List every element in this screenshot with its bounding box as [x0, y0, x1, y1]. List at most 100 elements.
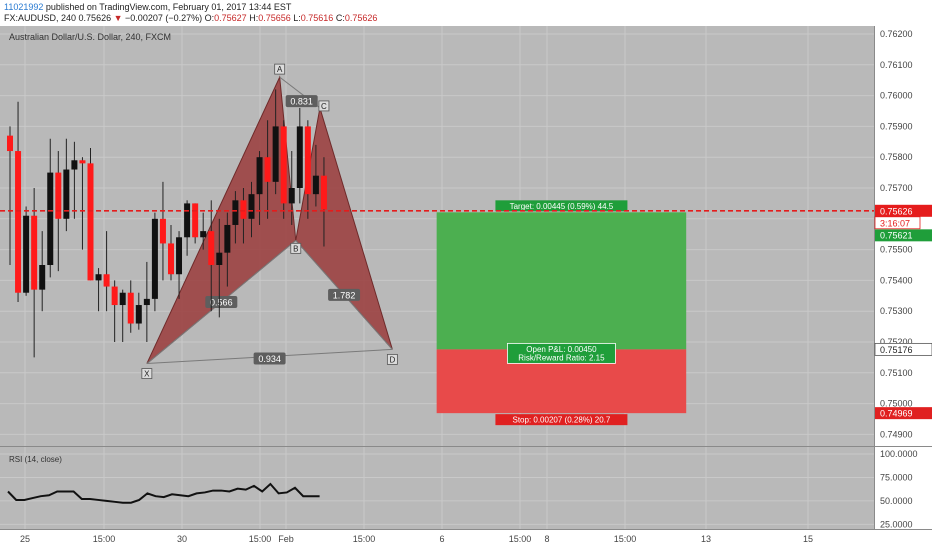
rsi-pane-background[interactable]	[0, 447, 874, 529]
candle-down	[55, 172, 62, 219]
price-tick-label: 0.75000	[880, 399, 913, 409]
candle-up	[256, 157, 263, 195]
target-zone[interactable]	[436, 212, 687, 350]
pattern-point-a-box[interactable]	[274, 63, 286, 75]
low-label: L:	[293, 13, 301, 23]
candle-up	[95, 274, 102, 281]
long-position-tool[interactable]: Target: 0.00445 (0.59%) 44.5 Stop: 0.0020…	[436, 200, 932, 426]
candle-up	[232, 200, 239, 225]
target-axis-box	[875, 229, 932, 242]
current-price-line: 0.75626 3:16:07	[0, 204, 932, 230]
user-id-link[interactable]: 11021992	[4, 2, 44, 12]
time-tick-label: 6	[439, 534, 444, 544]
price-tick-label: 0.76100	[880, 60, 913, 70]
candle-down	[79, 160, 86, 164]
last-price: 0.75626	[78, 13, 112, 23]
price-tick-label: 0.75500	[880, 245, 913, 255]
current-price-box	[875, 204, 932, 217]
candle-down	[264, 157, 271, 182]
ratio-label-bd: 1.782	[333, 290, 356, 300]
candle-down	[111, 286, 118, 306]
grid-lines	[0, 26, 874, 529]
candle-up	[143, 298, 150, 306]
price-tick-label: 0.75100	[880, 368, 913, 378]
price-axis-rsi[interactable]	[874, 447, 932, 529]
rsi-indicator	[7, 482, 320, 504]
open-value: 0.75627	[214, 13, 247, 23]
candle-up	[71, 160, 78, 170]
target-label-box	[495, 200, 628, 212]
candle-down	[304, 126, 311, 195]
candle-up	[224, 224, 231, 253]
rsi-tick-label: 75.0000	[880, 472, 913, 482]
pattern-point-d-box[interactable]	[386, 353, 398, 365]
time-tick-label: Feb	[278, 534, 294, 544]
rsi-tick-label: 100.0000	[880, 449, 918, 459]
time-tick-label: 8	[544, 534, 549, 544]
time-tick-label: 30	[177, 534, 187, 544]
candle-down	[31, 215, 38, 290]
open-pnl-label: Open P&L: 0.00450	[526, 345, 597, 354]
candle-up	[135, 305, 142, 324]
harmonic-pattern[interactable]: X A B C D 0.566 0.831 1.782 0.934	[141, 63, 398, 379]
candle-down	[240, 200, 247, 219]
stop-axis-box	[875, 407, 932, 420]
rsi-title: RSI (14, close)	[9, 455, 62, 464]
ratio-badge-bd	[328, 288, 361, 301]
candle-up	[119, 292, 126, 306]
price-tick-label: 0.75200	[880, 337, 913, 347]
time-tick-label: 15:00	[249, 534, 272, 544]
pattern-point-b-box[interactable]	[290, 242, 302, 254]
target-axis-label: 0.75621	[880, 230, 913, 240]
countdown-label: 3:16:07	[880, 218, 910, 228]
candle-up	[272, 126, 279, 182]
candle-down	[192, 203, 199, 238]
pattern-point-c-box[interactable]	[318, 100, 330, 112]
rsi-tick-label: 25.0000	[880, 519, 913, 529]
candle-up	[47, 172, 54, 265]
candle-down	[87, 163, 94, 281]
candle-up	[176, 237, 183, 275]
close-label: C:	[335, 13, 345, 23]
time-axis[interactable]	[0, 529, 932, 550]
price-tick-label: 0.75800	[880, 152, 913, 162]
candle-down	[159, 218, 166, 244]
candle-down	[280, 126, 287, 204]
candle-down	[7, 135, 13, 152]
change-value: −0.00207 (−0.27%)	[125, 13, 203, 23]
low-value: 0.75616	[300, 13, 334, 23]
candle-up	[248, 194, 255, 219]
symbol-label[interactable]: FX:AUDUSD, 240	[4, 13, 77, 23]
stop-label: Stop: 0.00207 (0.28%) 20.7	[512, 416, 610, 425]
down-arrow-icon: ▼	[113, 13, 123, 23]
candle-up	[184, 203, 191, 238]
price-tick-label: 0.74900	[880, 429, 913, 439]
pattern-point-x-box[interactable]	[141, 368, 153, 379]
price-tick-label: 0.75400	[880, 275, 913, 285]
price-tick-label: 0.76000	[880, 91, 913, 101]
candle-up	[63, 169, 70, 219]
high-label: H:	[249, 13, 259, 23]
stop-axis-label: 0.74969	[880, 409, 913, 419]
candle-up	[200, 231, 207, 238]
time-tick-label: 15:00	[353, 534, 376, 544]
candle-up	[216, 252, 223, 265]
pattern-point-a: A	[277, 65, 283, 74]
time-tick-label: 15:00	[93, 534, 116, 544]
candle-up	[39, 265, 46, 290]
time-tick-label: 13	[701, 534, 711, 544]
ratio-badge-xb	[205, 295, 238, 308]
candle-up	[312, 175, 319, 195]
time-ticks: 25 15:00 30 15:00 Feb 15:00 6 15:00 8 15:00 13 15	[20, 534, 813, 544]
candle-down	[208, 231, 215, 265]
candle-up	[288, 188, 295, 204]
candle-up	[23, 215, 30, 293]
ratio-badge-ac	[285, 95, 318, 108]
ohlc-legend: FX:AUDUSD, 240 0.75626 ▼ −0.00207 (−0.27…	[4, 13, 377, 23]
rsi-tick-label: 50.0000	[880, 496, 913, 506]
candle-down	[103, 274, 110, 287]
pattern-point-b: B	[293, 244, 298, 253]
chart-title: Australian Dollar/U.S. Dollar, 240, FXCM	[9, 32, 171, 42]
time-tick-label: 25	[20, 534, 30, 544]
